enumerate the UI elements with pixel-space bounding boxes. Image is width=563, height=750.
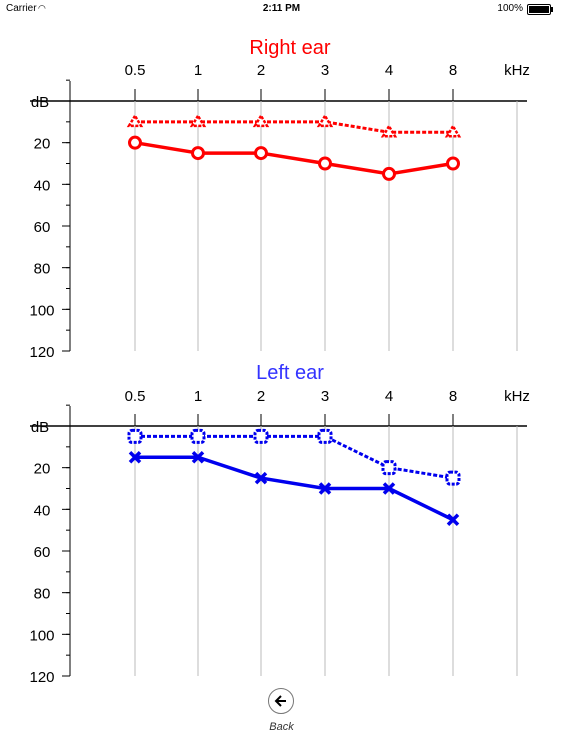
y-tick-label: 120 [29, 669, 54, 686]
x-tick-label: 8 [449, 388, 457, 405]
data-point [254, 146, 268, 161]
data-point [128, 135, 142, 150]
data-point [382, 166, 396, 181]
x-tick-label: 4 [385, 388, 393, 405]
data-point [127, 428, 143, 444]
carrier-label: Carrier [6, 3, 37, 14]
data-point-stroke [446, 513, 460, 526]
data-point [445, 470, 461, 486]
data-point [189, 113, 207, 128]
chart-title: Right ear [249, 37, 330, 59]
data-point-stroke [254, 471, 268, 485]
series-line-0 [135, 120, 453, 134]
data-point [444, 123, 462, 138]
series-line-0 [135, 434, 454, 480]
data-point [191, 146, 205, 161]
y-tick-label: 80 [34, 261, 51, 278]
data-point [382, 482, 396, 495]
battery-percent: 100% [497, 3, 523, 14]
y-tick-label: 60 [34, 544, 51, 561]
y-tick-label: 100 [29, 302, 54, 319]
status-bar: Carrier ◠ 2:11 PM 100% [0, 0, 563, 18]
chart-title: Left ear [256, 362, 324, 384]
wifi-icon: ◠ [38, 3, 46, 13]
data-point [191, 451, 205, 464]
data-point-stroke [191, 451, 205, 464]
data-point [446, 156, 460, 171]
y-axis-label: dB [31, 419, 49, 436]
data-point [317, 428, 333, 444]
data-point [190, 428, 206, 444]
data-point [380, 123, 398, 138]
chart-1: Left ear 0.5 1 2 3 4 8 kHz dB 20 40 60 80 100 120 [29, 362, 529, 686]
x-tick-label: 0.5 [125, 388, 146, 405]
series-line-1 [135, 455, 454, 522]
y-tick-label: 60 [34, 219, 51, 236]
x-tick-label: 1 [194, 388, 202, 405]
x-tick-label: 3 [321, 388, 329, 405]
y-tick-label: 40 [34, 502, 51, 519]
data-point [128, 451, 142, 464]
y-tick-label: 20 [34, 461, 51, 478]
x-tick-label: 4 [385, 62, 393, 79]
x-tick-label: 8 [449, 62, 457, 79]
data-point [252, 113, 270, 128]
y-tick-label: 120 [29, 344, 54, 361]
y-tick-label: 40 [34, 177, 51, 194]
chart-0: Right ear 0.5 1 2 3 4 8 kHz dB 20 40 60 80 100 120 [29, 37, 529, 361]
x-axis-label: kHz [504, 388, 530, 405]
data-point [253, 428, 269, 444]
data-point [318, 156, 332, 171]
data-point [446, 513, 460, 526]
back-label: Back [269, 721, 294, 733]
status-time: 2:11 PM [262, 3, 301, 14]
x-tick-label: 2 [257, 62, 265, 79]
data-point [254, 471, 268, 485]
y-axis-label: dB [31, 94, 49, 111]
x-axis-label: kHz [504, 62, 530, 79]
data-point-stroke [382, 482, 396, 495]
y-tick-label: 80 [34, 586, 51, 603]
x-tick-label: 1 [194, 62, 202, 79]
y-tick-label: 100 [29, 627, 54, 644]
data-point [316, 113, 334, 128]
data-point [126, 113, 144, 128]
series-line-1 [134, 140, 454, 176]
data-point-stroke [128, 451, 142, 464]
data-point-stroke [318, 482, 332, 495]
y-tick-label: 20 [34, 136, 51, 153]
x-tick-label: 0.5 [125, 62, 146, 79]
data-point [318, 482, 332, 495]
back-button[interactable] [268, 688, 294, 714]
battery-icon [527, 4, 553, 15]
x-tick-label: 2 [257, 388, 265, 405]
data-point [381, 460, 397, 476]
arrow-left-circle-icon [274, 695, 286, 707]
x-tick-label: 3 [321, 62, 329, 79]
